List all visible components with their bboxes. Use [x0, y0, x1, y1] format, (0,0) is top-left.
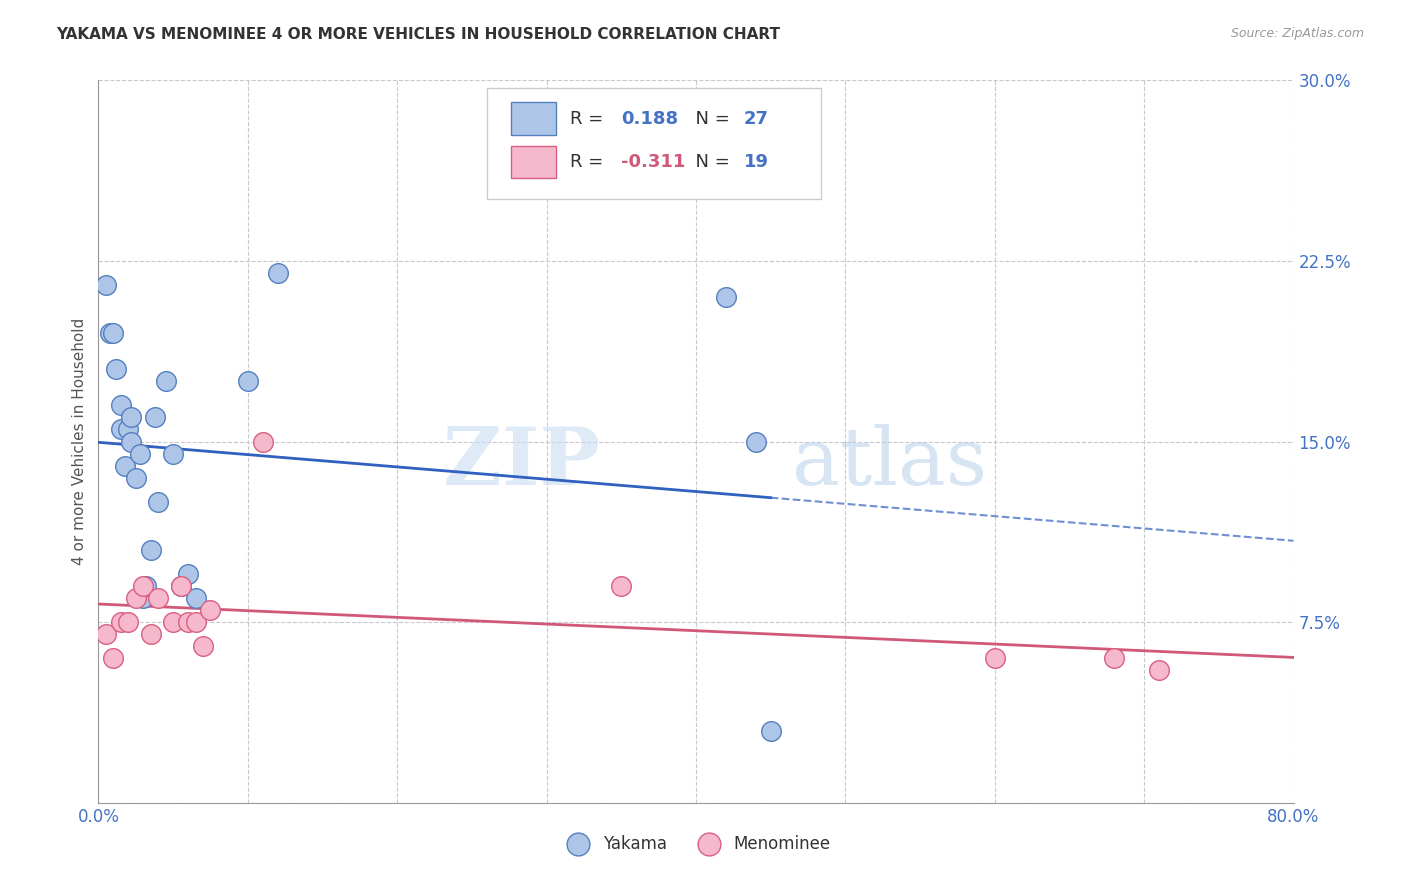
Text: YAKAMA VS MENOMINEE 4 OR MORE VEHICLES IN HOUSEHOLD CORRELATION CHART: YAKAMA VS MENOMINEE 4 OR MORE VEHICLES I…: [56, 27, 780, 42]
Text: R =: R =: [571, 110, 609, 128]
Point: [120, 434, 142, 449]
Point: [236, 374, 259, 388]
Point: [148, 591, 170, 605]
Text: N =: N =: [685, 153, 735, 171]
Text: Source: ZipAtlas.com: Source: ZipAtlas.com: [1230, 27, 1364, 40]
Point: [714, 290, 737, 304]
Point: [759, 723, 782, 738]
Text: R =: R =: [571, 153, 609, 171]
Point: [984, 651, 1007, 665]
Point: [139, 542, 162, 557]
Bar: [510, 145, 557, 178]
Text: N =: N =: [685, 110, 735, 128]
Text: 0.188: 0.188: [620, 110, 678, 128]
Point: [98, 326, 122, 340]
Point: [110, 615, 132, 630]
Point: [177, 567, 200, 582]
Point: [129, 446, 152, 460]
Point: [155, 374, 177, 388]
Point: [94, 277, 117, 292]
Point: [267, 266, 290, 280]
Point: [110, 398, 132, 412]
Point: [117, 615, 139, 630]
Point: [1147, 664, 1170, 678]
Point: [184, 615, 207, 630]
Point: [120, 410, 142, 425]
Point: [143, 410, 166, 425]
Point: [184, 591, 207, 605]
Point: [177, 615, 200, 630]
Point: [139, 627, 162, 641]
Point: [110, 422, 132, 436]
Point: [200, 603, 222, 617]
Point: [94, 627, 117, 641]
Point: [105, 362, 128, 376]
Point: [132, 591, 155, 605]
Text: atlas: atlas: [792, 425, 987, 502]
Point: [125, 591, 148, 605]
Text: 27: 27: [744, 110, 769, 128]
Point: [162, 615, 184, 630]
Point: [252, 434, 274, 449]
Point: [103, 326, 125, 340]
Point: [1104, 651, 1126, 665]
Point: [191, 639, 214, 653]
Text: ZIP: ZIP: [443, 425, 600, 502]
Point: [103, 651, 125, 665]
Legend: Yakama, Menominee: Yakama, Menominee: [554, 828, 838, 860]
Point: [169, 579, 191, 593]
FancyBboxPatch shape: [486, 87, 821, 200]
Point: [132, 579, 155, 593]
Point: [745, 434, 768, 449]
Text: 19: 19: [744, 153, 769, 171]
Point: [114, 458, 136, 473]
Point: [610, 579, 633, 593]
Point: [169, 579, 191, 593]
Point: [148, 494, 170, 508]
Y-axis label: 4 or more Vehicles in Household: 4 or more Vehicles in Household: [72, 318, 87, 566]
Point: [117, 422, 139, 436]
Point: [125, 470, 148, 484]
Point: [162, 446, 184, 460]
Text: -0.311: -0.311: [620, 153, 685, 171]
Bar: [510, 103, 557, 135]
Point: [135, 579, 157, 593]
